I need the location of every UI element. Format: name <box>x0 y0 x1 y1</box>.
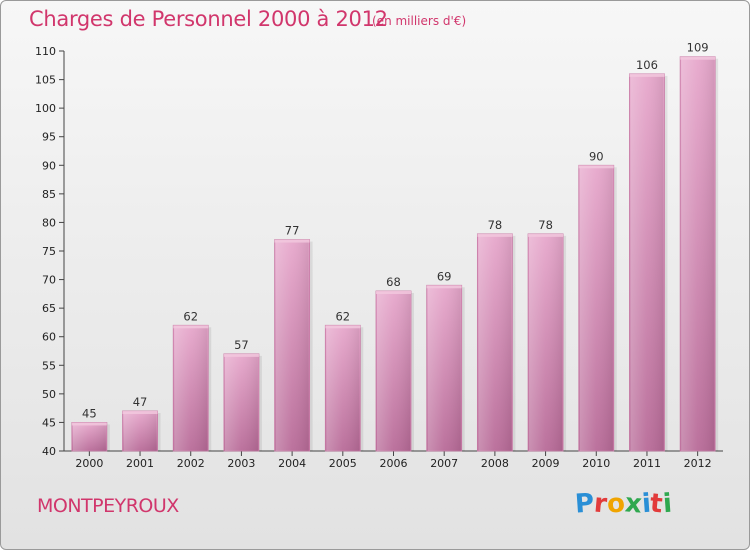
bar-cap <box>680 56 716 60</box>
bar-cap <box>629 73 665 77</box>
y-tick-label: 100 <box>35 102 56 115</box>
value-label-2011: 106 <box>636 58 658 72</box>
value-label-2000: 45 <box>82 406 97 420</box>
y-tick-label: 65 <box>42 302 56 315</box>
value-label-2003: 57 <box>234 338 249 352</box>
x-tick-label-2005: 2005 <box>329 457 357 470</box>
bar-highlight <box>681 57 715 451</box>
bar-cap <box>528 233 564 237</box>
value-label-2010: 90 <box>589 149 604 163</box>
bar-cap <box>477 233 513 237</box>
y-tick-label: 60 <box>42 331 56 344</box>
bar-highlight <box>224 354 258 451</box>
x-tick-label-2009: 2009 <box>532 457 560 470</box>
value-label-2012: 109 <box>687 41 709 55</box>
bar-cap <box>122 411 158 414</box>
y-tick-label: 105 <box>35 74 56 87</box>
bar-highlight <box>123 412 157 451</box>
bar-cap <box>578 165 614 169</box>
bar-highlight <box>579 166 613 452</box>
x-tick-label-2004: 2004 <box>278 457 306 470</box>
chart-title: Charges de Personnel 2000 à 2012 <box>29 7 388 31</box>
bar-highlight <box>377 292 410 451</box>
bar-highlight <box>326 326 360 451</box>
bar-cap <box>376 291 411 294</box>
y-tick-label: 50 <box>42 388 56 401</box>
y-tick-label: 95 <box>42 131 56 144</box>
logo-letter: i <box>661 488 673 520</box>
x-tick-label-2011: 2011 <box>633 457 661 470</box>
y-tick-label: 85 <box>42 188 56 201</box>
x-tick-label-2006: 2006 <box>380 457 408 470</box>
bar-highlight <box>478 234 512 451</box>
x-tick-label-2000: 2000 <box>75 457 103 470</box>
value-label-2007: 69 <box>437 269 452 283</box>
x-tick-label-2001: 2001 <box>126 457 154 470</box>
bar-cap <box>274 239 310 243</box>
bar-cap <box>173 325 209 329</box>
bar-highlight <box>275 240 309 451</box>
y-tick-label: 70 <box>42 274 56 287</box>
city-name: MONTPEYROUX <box>37 495 179 517</box>
value-label-2001: 47 <box>133 395 148 409</box>
bar-highlight <box>174 326 208 451</box>
y-tick-label: 110 <box>35 45 56 58</box>
logo-letter: P <box>573 488 596 520</box>
y-tick-label: 55 <box>42 359 56 372</box>
x-tick-label-2007: 2007 <box>430 457 458 470</box>
bar-cap <box>223 353 259 357</box>
bar-highlight <box>72 423 106 451</box>
bar-cap <box>426 285 462 289</box>
x-tick-label-2002: 2002 <box>177 457 205 470</box>
x-tick-label-2003: 2003 <box>227 457 255 470</box>
bar-highlight <box>427 286 461 451</box>
bar-cap <box>71 422 107 426</box>
y-tick-label: 75 <box>42 245 56 258</box>
bar-cap <box>325 325 361 329</box>
value-label-2005: 62 <box>335 309 350 323</box>
value-label-2002: 62 <box>183 309 198 323</box>
value-label-2004: 77 <box>285 224 300 238</box>
y-tick-label: 80 <box>42 216 56 229</box>
value-label-2008: 78 <box>488 218 503 232</box>
value-label-2009: 78 <box>538 218 553 232</box>
proxiti-logo: Proxiti <box>573 488 695 529</box>
logo-letter: x <box>623 488 643 520</box>
value-label-2006: 68 <box>386 275 401 289</box>
y-tick-label: 40 <box>42 445 56 458</box>
x-tick-label-2008: 2008 <box>481 457 509 470</box>
y-tick-label: 45 <box>42 416 56 429</box>
bar-highlight <box>529 234 563 451</box>
y-tick-label: 90 <box>42 159 56 172</box>
bar-highlight <box>630 74 664 451</box>
x-tick-label-2012: 2012 <box>684 457 712 470</box>
logo-letter: o <box>605 488 626 520</box>
chart-subtitle: (en milliers d'€) <box>372 14 467 28</box>
x-tick-label-2010: 2010 <box>582 457 610 470</box>
